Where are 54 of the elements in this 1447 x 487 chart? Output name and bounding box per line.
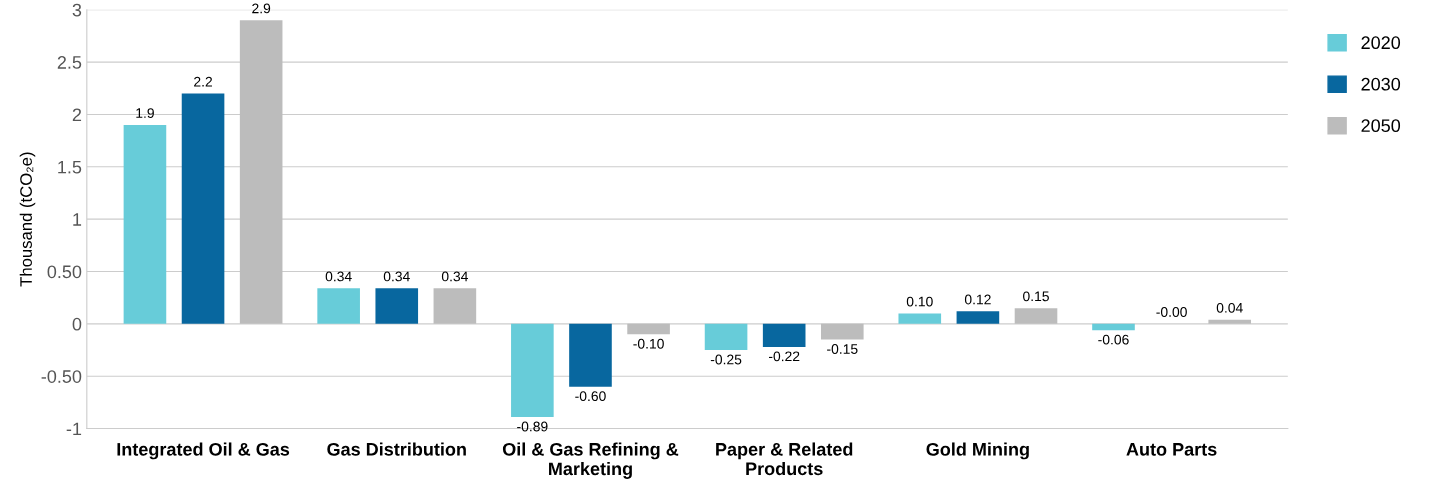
data-label: 0.34 bbox=[441, 271, 468, 282]
bar bbox=[1208, 319, 1252, 324]
bar bbox=[1092, 323, 1135, 331]
legend-label: 2050 bbox=[1361, 119, 1401, 133]
data-label: -0.06 bbox=[1098, 334, 1129, 345]
bar bbox=[181, 93, 225, 324]
y-tick-label: 0.50 bbox=[47, 265, 82, 279]
legend-label: 2020 bbox=[1361, 36, 1401, 50]
y-tick-label: -0.50 bbox=[41, 370, 82, 383]
y-tick-label: 2 bbox=[72, 108, 82, 121]
bar bbox=[1014, 308, 1058, 324]
data-label: -0.15 bbox=[827, 344, 858, 354]
bar bbox=[762, 323, 806, 347]
bar bbox=[511, 323, 554, 418]
data-label: -0.22 bbox=[768, 351, 800, 362]
bar bbox=[317, 288, 360, 324]
x-tick-label: Gold Mining bbox=[926, 442, 1029, 460]
y-tick-label: 3 bbox=[72, 3, 82, 17]
x-tick-label: Paper & Related Products bbox=[716, 442, 853, 476]
data-label: 0.12 bbox=[964, 294, 991, 305]
x-tick-label: Oil & Gas Refining & Marketing bbox=[502, 442, 679, 479]
data-label: 1.9 bbox=[136, 108, 154, 118]
bar bbox=[375, 288, 419, 324]
y-tick-label: -1 bbox=[66, 422, 82, 436]
bar bbox=[956, 311, 1000, 324]
x-tick-label: Integrated Oil & Gas bbox=[117, 442, 290, 460]
y-axis-title: Thousand (tCO₂e) bbox=[19, 152, 36, 287]
y-tick-label: 0 bbox=[72, 317, 82, 331]
data-label: -0.25 bbox=[710, 354, 742, 365]
y-tick-label: 1 bbox=[73, 213, 82, 226]
data-label: 0.04 bbox=[1216, 302, 1243, 313]
legend-label: 2030 bbox=[1361, 77, 1401, 91]
data-label: 2.2 bbox=[194, 76, 212, 87]
bar bbox=[704, 323, 748, 351]
data-label: -0.00 bbox=[1156, 307, 1187, 317]
bar bbox=[627, 323, 670, 335]
data-label: -0.89 bbox=[517, 421, 548, 432]
data-label: -0.10 bbox=[633, 338, 664, 349]
data-label: 2.9 bbox=[252, 3, 271, 14]
data-label: -0.60 bbox=[575, 391, 606, 402]
bar bbox=[433, 288, 477, 324]
data-label: 0.15 bbox=[1023, 291, 1049, 302]
bar bbox=[820, 323, 864, 340]
bar bbox=[898, 313, 942, 324]
bar bbox=[239, 20, 283, 324]
y-tick-label: 1.5 bbox=[58, 160, 82, 174]
y-tick-label: 2.5 bbox=[57, 56, 82, 69]
x-tick-label: Gas Distribution bbox=[327, 442, 466, 456]
x-tick-label: Auto Parts bbox=[1126, 443, 1217, 456]
bar bbox=[569, 323, 612, 387]
data-label: 0.10 bbox=[906, 296, 933, 307]
data-label: 0.34 bbox=[325, 271, 352, 282]
bar bbox=[123, 124, 167, 324]
data-label: 0.34 bbox=[383, 271, 410, 282]
